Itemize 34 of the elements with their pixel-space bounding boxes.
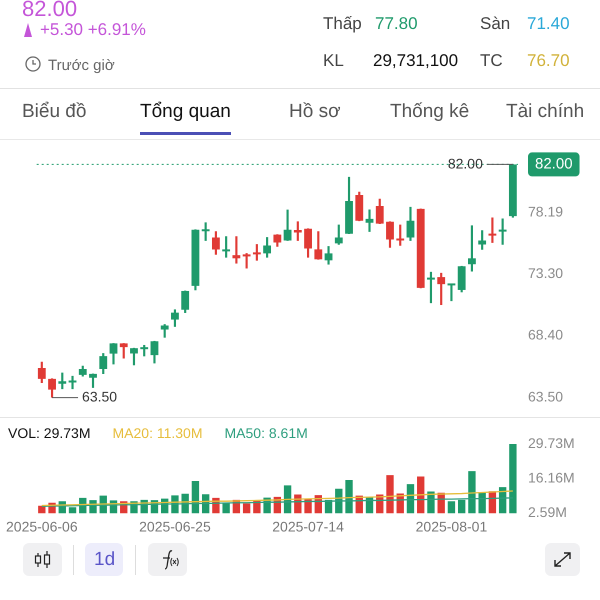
x-tick-label: 2025-07-14 xyxy=(272,518,344,534)
text: Trước giờ xyxy=(48,56,115,76)
y-tick-label: 73.30 xyxy=(528,264,564,281)
text: Tài chính xyxy=(506,101,584,123)
text: Hồ sơ xyxy=(289,101,341,123)
text: MA20: 11.30M xyxy=(112,425,203,441)
text: 82.00 xyxy=(22,0,78,21)
y-tick-label: 16.16M xyxy=(528,469,575,486)
text: Sàn xyxy=(480,13,510,35)
text: Thống kê xyxy=(390,101,470,123)
x-tick-label: 2025-08-01 xyxy=(416,518,488,534)
text: MA50: 8.61M xyxy=(224,425,308,441)
y-tick-label: 63.50 xyxy=(528,388,564,404)
text: 71.40 xyxy=(527,13,570,35)
y-tick-label: 68.40 xyxy=(528,326,564,343)
ref-line-label: 82.00 xyxy=(535,156,573,173)
text: Tổng quan xyxy=(140,101,231,123)
text: 29,731,100 xyxy=(373,50,458,72)
x-tick-label: 2025-06-06 xyxy=(6,518,78,534)
text: 1d xyxy=(94,549,116,571)
text: 76.70 xyxy=(527,50,570,72)
text: Biểu đồ xyxy=(22,101,86,123)
annotation: 82.00 xyxy=(448,155,484,172)
annotation: 63.50 xyxy=(82,388,118,404)
y-tick-label: 2.59M xyxy=(528,504,567,520)
text: +5.30 +6.91% xyxy=(40,19,146,41)
x-tick-label: 2025-06-25 xyxy=(139,518,211,534)
y-tick-label: 78.19 xyxy=(528,203,564,220)
text: KL xyxy=(323,50,344,72)
text: Thấp xyxy=(323,13,362,35)
text: 77.80 xyxy=(375,13,418,35)
text: TC xyxy=(480,50,503,72)
y-tick-label: 29.73M xyxy=(528,434,575,451)
text: VOL: 29.73M xyxy=(8,425,90,441)
